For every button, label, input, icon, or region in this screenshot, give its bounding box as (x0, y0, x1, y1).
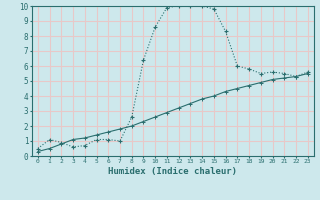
X-axis label: Humidex (Indice chaleur): Humidex (Indice chaleur) (108, 167, 237, 176)
